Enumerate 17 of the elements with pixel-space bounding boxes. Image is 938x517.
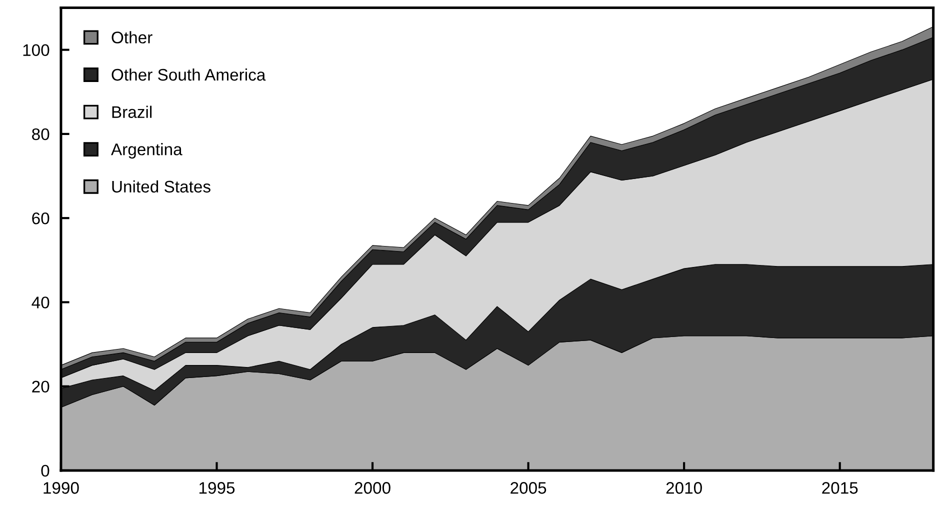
x-tick-label: 2010 bbox=[666, 482, 702, 494]
x-tick-label: 2005 bbox=[510, 482, 546, 494]
y-tick-label: 40 bbox=[32, 296, 50, 308]
x-tick-label: 1990 bbox=[44, 482, 79, 494]
legend-label: Other South America bbox=[112, 68, 266, 81]
x-tick-label: 1995 bbox=[199, 482, 235, 494]
y-tick-label: 20 bbox=[32, 380, 50, 393]
x-tick-label: 2015 bbox=[822, 482, 858, 494]
legend-label: Argentina bbox=[111, 143, 182, 159]
y-tick-label: 100 bbox=[23, 44, 50, 56]
legend-label: Brazil bbox=[112, 106, 152, 118]
y-tick-label: 60 bbox=[32, 212, 50, 224]
legend-label: Other bbox=[112, 31, 152, 44]
legend-label: United States bbox=[112, 180, 210, 193]
x-tick-label: 2000 bbox=[354, 482, 390, 494]
y-tick-label: 80 bbox=[32, 128, 50, 140]
y-tick-label: 0 bbox=[41, 464, 50, 477]
